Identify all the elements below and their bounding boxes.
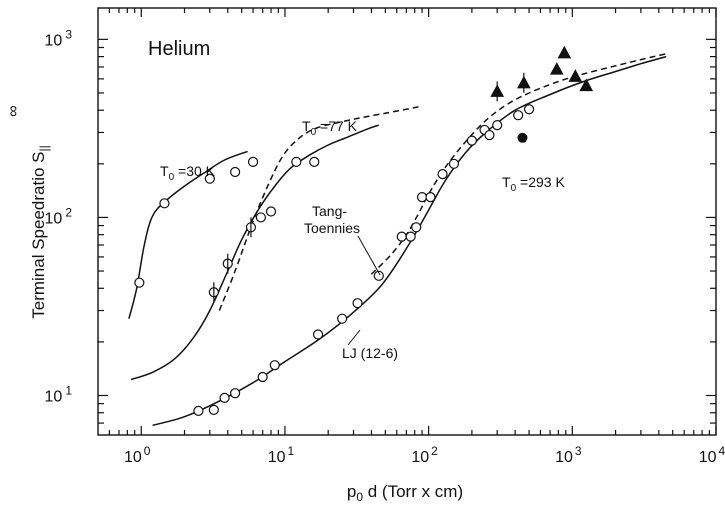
data-point-open [219,392,230,403]
data-point-open [523,104,535,115]
temp-label-293k-rest: =293 K [516,174,565,190]
y-axis-label: Terminal Speedratio S|| [29,145,51,319]
x-axis-label: p0 d (Torr x cm) [347,482,463,504]
y-tick-label-exp: 3 [65,27,72,41]
dashed-curve-4 [370,53,667,275]
x-tick-label: 10 4 [699,444,725,466]
y-tick-label-base: 10 [45,32,63,49]
series-group [128,45,667,427]
x-tick-label: 10 1 [268,444,295,466]
data-point-open [291,156,302,168]
x-axis-label-main: p [347,482,356,501]
temp-label-30k: T0 =30 K [160,163,216,183]
x-tick-label-base: 10 [268,449,286,466]
x-tick-label: 10 3 [555,444,582,466]
x-tick-label-exp: 0 [144,444,151,458]
data-point-open [309,156,320,168]
solid-curve-1 [130,124,380,381]
x-tick-label-base: 10 [699,449,717,466]
data-point-open [208,404,219,416]
tang-toennies-line-2: Toennies [304,220,360,236]
solid-curve-3 [152,55,667,427]
data-point-open [312,329,324,340]
data-point-open [257,371,268,383]
temp-label-30k-sub: 0 [169,172,175,183]
x-tick-label: 10 0 [124,444,151,466]
data-point-open [416,192,428,203]
axes-group: 10 0 10 1 10 2 10 3 10 410 110 210 3 [45,7,725,466]
y-tick-label-exp: 1 [65,383,72,397]
y-tick-label-base: 10 [45,210,63,227]
y-tick-label-exp: 2 [65,205,72,219]
data-point-filled-triangle [579,78,594,92]
data-point-open [134,277,145,288]
x-tick-label-exp: 1 [287,444,294,458]
data-point-filled-triangle [568,69,583,82]
temp-label-293k: T0 =293 K [502,174,565,194]
labels-group: Helium p0 d (Torr x cm) Terminal Speedra… [5,38,565,504]
lj-label: LJ (12-6) [342,345,398,361]
data-point-filled-triangle [549,62,564,75]
data-point-open [466,135,477,146]
data-point-open [352,298,363,309]
data-point-open [484,129,495,141]
x-tick-label-exp: 4 [719,444,725,458]
plot-frame [97,7,717,436]
tang-toennies-leader [357,235,381,276]
data-point-open [373,270,384,281]
data-point-open [396,231,407,242]
tang-toennies-label: Tang- Toennies [304,203,360,236]
data-point-open [230,388,241,399]
y-tick-label: 10 1 [45,383,73,405]
temp-label-30k-base: T [160,163,169,179]
data-point-open [269,360,280,371]
y-axis-label-sup: ∞ [5,105,22,116]
data-point-filled-circle [517,132,528,143]
data-point-open [492,119,503,131]
y-tick-label-base: 10 [45,388,63,405]
data-point-open [425,192,436,203]
data-point-open [411,222,422,233]
x-tick-label-base: 10 [124,449,142,466]
y-tick-label: 10 2 [45,205,73,227]
y-axis-label-sub: || [37,145,51,151]
data-point-open [437,169,448,180]
x-tick-label-exp: 2 [431,444,438,458]
data-point-open [513,110,524,121]
y-tick-label: 10 3 [45,27,73,49]
data-point-open [448,158,460,169]
data-point-open [405,231,416,242]
data-point-open [247,156,259,168]
temp-label-77k-sub: 0 [311,127,317,138]
temp-label-77k-base: T [302,118,311,134]
x-axis-label-rest: d (Torr x cm) [363,482,463,501]
x-tick-label-base: 10 [411,449,429,466]
temp-label-30k-rest: =30 K [174,163,216,179]
gas-label: Helium [148,38,210,60]
temp-label-77k-rest: =77 K [316,118,358,134]
data-point-open [337,313,348,324]
x-tick-label-base: 10 [555,449,573,466]
temp-label-77k: T0 =77 K [302,118,358,138]
y-axis-label-main: Terminal Speedratio S [29,151,48,318]
data-point-filled-triangle [557,45,572,59]
x-axis-label-sub: 0 [356,490,363,504]
lj-leader [347,329,361,346]
data-point-open [230,166,241,178]
x-tick-label-exp: 3 [575,444,582,458]
x-tick-label: 10 2 [411,444,438,466]
data-point-open [159,198,170,209]
temp-label-293k-sub: 0 [511,183,517,194]
data-point-open [255,212,266,223]
data-point-open [204,173,215,184]
temp-label-293k-base: T [502,174,511,190]
data-point-open [265,206,277,217]
data-point-open [193,405,204,416]
tang-toennies-line-1: Tang- [312,203,347,219]
